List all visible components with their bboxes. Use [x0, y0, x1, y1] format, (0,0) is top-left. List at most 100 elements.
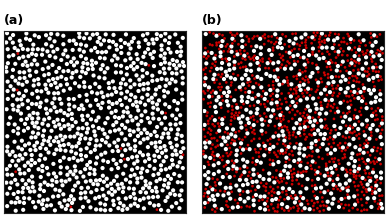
- Circle shape: [213, 105, 217, 109]
- Circle shape: [325, 60, 327, 63]
- Circle shape: [170, 205, 174, 209]
- Circle shape: [286, 126, 288, 129]
- Circle shape: [68, 135, 73, 139]
- Circle shape: [94, 98, 98, 102]
- Circle shape: [39, 101, 43, 105]
- Circle shape: [241, 173, 243, 176]
- Circle shape: [224, 147, 228, 151]
- Circle shape: [329, 31, 332, 34]
- Circle shape: [107, 191, 111, 195]
- Circle shape: [380, 46, 384, 51]
- Circle shape: [181, 146, 185, 150]
- Circle shape: [8, 153, 12, 157]
- Circle shape: [71, 48, 75, 52]
- Circle shape: [246, 196, 250, 200]
- Circle shape: [57, 66, 61, 70]
- Circle shape: [353, 176, 356, 178]
- Circle shape: [61, 69, 65, 73]
- Circle shape: [173, 32, 177, 37]
- Circle shape: [33, 135, 38, 139]
- Circle shape: [373, 162, 376, 165]
- Circle shape: [336, 107, 339, 109]
- Circle shape: [298, 182, 300, 185]
- Circle shape: [273, 113, 276, 116]
- Circle shape: [227, 90, 231, 94]
- Circle shape: [140, 61, 144, 65]
- Circle shape: [143, 103, 147, 107]
- Circle shape: [374, 119, 377, 121]
- Circle shape: [224, 57, 227, 60]
- Circle shape: [36, 47, 40, 51]
- Circle shape: [377, 207, 379, 210]
- Circle shape: [292, 126, 296, 130]
- Circle shape: [158, 140, 162, 144]
- Circle shape: [291, 197, 294, 200]
- Circle shape: [296, 174, 300, 178]
- Circle shape: [205, 139, 208, 141]
- Circle shape: [276, 191, 281, 195]
- Circle shape: [172, 99, 176, 103]
- Circle shape: [172, 63, 176, 67]
- Circle shape: [103, 121, 107, 125]
- Circle shape: [23, 122, 27, 126]
- Circle shape: [203, 141, 207, 145]
- Circle shape: [121, 172, 125, 176]
- Circle shape: [367, 151, 369, 154]
- Circle shape: [362, 53, 365, 56]
- Circle shape: [175, 59, 179, 63]
- Circle shape: [40, 53, 44, 57]
- Circle shape: [42, 138, 46, 142]
- Circle shape: [319, 146, 321, 149]
- Circle shape: [101, 63, 105, 67]
- Circle shape: [347, 46, 351, 50]
- Circle shape: [36, 126, 40, 130]
- Circle shape: [368, 73, 370, 76]
- Circle shape: [292, 75, 295, 78]
- Circle shape: [105, 116, 110, 120]
- Circle shape: [138, 190, 143, 194]
- Circle shape: [119, 51, 123, 55]
- Circle shape: [226, 103, 230, 107]
- Circle shape: [339, 189, 342, 192]
- Circle shape: [129, 85, 133, 89]
- Circle shape: [138, 198, 142, 202]
- Circle shape: [318, 166, 321, 169]
- Circle shape: [44, 99, 49, 103]
- Circle shape: [314, 102, 318, 106]
- Circle shape: [163, 60, 167, 64]
- Circle shape: [142, 196, 146, 201]
- Circle shape: [139, 131, 143, 135]
- Circle shape: [150, 189, 154, 193]
- Circle shape: [55, 76, 60, 80]
- Circle shape: [365, 144, 369, 148]
- Circle shape: [69, 194, 73, 198]
- Circle shape: [251, 91, 254, 94]
- Circle shape: [87, 172, 92, 176]
- Circle shape: [234, 184, 238, 188]
- Circle shape: [359, 181, 362, 184]
- Circle shape: [225, 204, 228, 207]
- Circle shape: [17, 56, 21, 60]
- Circle shape: [154, 190, 159, 194]
- Circle shape: [204, 47, 207, 49]
- Circle shape: [322, 209, 325, 212]
- Circle shape: [241, 183, 245, 187]
- Circle shape: [269, 143, 272, 146]
- Circle shape: [31, 180, 34, 184]
- Circle shape: [290, 100, 295, 104]
- Circle shape: [374, 40, 378, 44]
- Circle shape: [21, 47, 25, 51]
- Circle shape: [251, 37, 254, 40]
- Circle shape: [120, 131, 124, 136]
- Circle shape: [27, 141, 31, 146]
- Circle shape: [344, 204, 347, 206]
- Circle shape: [330, 202, 334, 206]
- Circle shape: [203, 128, 205, 131]
- Circle shape: [234, 111, 237, 114]
- Circle shape: [156, 195, 160, 199]
- Circle shape: [296, 204, 299, 207]
- Circle shape: [276, 143, 279, 145]
- Circle shape: [276, 107, 279, 110]
- Circle shape: [214, 54, 217, 57]
- Circle shape: [237, 74, 240, 77]
